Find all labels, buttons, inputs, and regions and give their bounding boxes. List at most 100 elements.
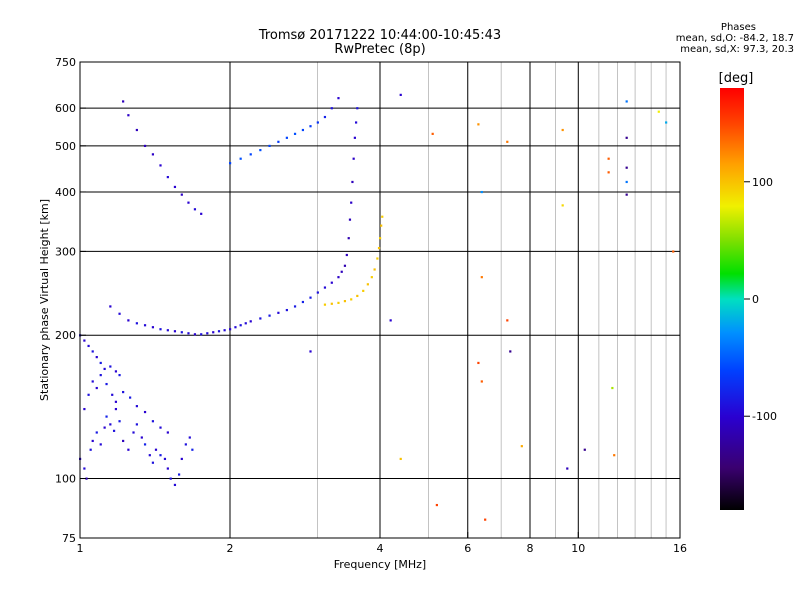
data-points [79, 93, 675, 521]
data-point [277, 311, 280, 314]
data-point [118, 374, 121, 377]
y-tick-label: 750 [55, 56, 76, 69]
data-point [566, 467, 569, 470]
data-point [91, 350, 94, 353]
data-point [277, 140, 280, 143]
data-point [127, 448, 130, 451]
data-point [399, 457, 402, 461]
data-point [151, 153, 155, 156]
data-point [625, 193, 628, 196]
data-point [109, 365, 112, 368]
data-point [103, 367, 106, 371]
data-point [109, 305, 112, 308]
data-point [135, 322, 138, 325]
data-point [354, 121, 358, 124]
data-point [193, 333, 197, 336]
data-point [435, 503, 438, 507]
data-point [143, 443, 147, 446]
data-point [316, 291, 319, 294]
data-point [268, 314, 271, 317]
data-point [91, 439, 94, 443]
data-point [151, 420, 155, 423]
data-point [143, 324, 147, 327]
data-point [143, 144, 147, 148]
data-point [268, 144, 271, 148]
data-point [212, 331, 215, 334]
data-point [480, 190, 483, 194]
data-point [118, 420, 121, 423]
data-point [173, 185, 177, 189]
y-tick-label: 500 [55, 140, 76, 153]
data-point [234, 326, 237, 329]
data-point [127, 114, 130, 117]
data-point [480, 276, 483, 279]
data-point [348, 218, 352, 221]
data-point [159, 426, 162, 429]
data-point [135, 423, 138, 426]
data-point [509, 350, 512, 353]
data-point [151, 461, 155, 464]
data-point [87, 344, 90, 348]
data-point [625, 166, 628, 169]
x-axis-ticks: 1 2 4 6 8 10 16 [77, 532, 687, 555]
data-point [122, 390, 125, 394]
data-point [132, 431, 135, 434]
data-point [373, 268, 376, 271]
data-point [309, 296, 312, 299]
data-point [377, 247, 381, 250]
data-point [323, 286, 327, 289]
data-point [350, 298, 353, 301]
data-point [389, 319, 392, 322]
data-point [506, 140, 509, 143]
data-point [259, 148, 262, 152]
data-point [340, 270, 343, 273]
data-point [380, 224, 383, 227]
data-point [337, 301, 340, 304]
data-point [613, 454, 616, 457]
colorbar [720, 88, 744, 510]
data-point [625, 100, 628, 103]
data-point [376, 257, 379, 260]
data-point [148, 454, 151, 457]
data-point [611, 386, 614, 390]
y-tick-label: 75 [62, 532, 76, 545]
data-point [625, 180, 628, 184]
data-point [223, 329, 226, 332]
phase-line-o: mean, sd,O: -84.2, 18.7 [675, 33, 794, 44]
colorbar-tick-label: -100 [752, 410, 777, 423]
data-point [506, 319, 509, 322]
grid-lines [80, 62, 680, 538]
colorbar-ticks: 100 0 -100 [744, 176, 777, 423]
data-point [672, 250, 675, 253]
data-point [343, 300, 347, 303]
y-tick-label: 600 [55, 102, 76, 115]
data-point [356, 107, 359, 110]
data-point [345, 253, 348, 257]
data-point [229, 328, 232, 331]
data-point [362, 289, 365, 292]
data-point [244, 322, 247, 325]
data-point [343, 264, 347, 267]
data-point [180, 193, 183, 196]
data-point [351, 180, 354, 184]
data-point [337, 276, 340, 279]
data-point [561, 128, 564, 132]
data-point [105, 382, 108, 386]
data-point [316, 121, 319, 124]
data-point [191, 448, 194, 451]
data-point [480, 380, 483, 383]
data-point [173, 330, 177, 333]
data-point [99, 374, 102, 377]
y-axis-label: Stationary phase Virtual Height [km] [38, 199, 51, 401]
x-tick-label: 8 [527, 542, 534, 555]
data-point [95, 431, 98, 434]
data-point [173, 483, 177, 487]
y-tick-label: 300 [55, 245, 76, 258]
data-point [330, 302, 333, 305]
data-point [91, 380, 94, 383]
data-point [114, 407, 118, 411]
data-point [122, 439, 125, 443]
data-point [83, 339, 86, 342]
data-point [114, 370, 118, 373]
phase-heading: Phases [720, 22, 756, 33]
